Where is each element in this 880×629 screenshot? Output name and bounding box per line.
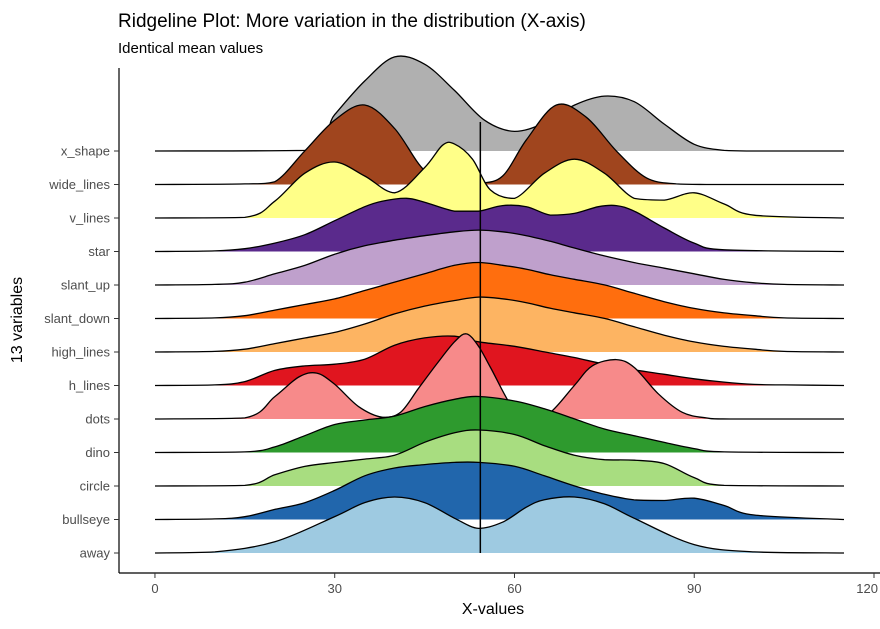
y-tick-label-away: away: [80, 546, 111, 561]
chart-title: Ridgeline Plot: More variation in the di…: [118, 11, 586, 32]
ridge-fill-slant_down: [155, 262, 844, 319]
chart-subtitle: Identical mean values: [118, 40, 263, 57]
ridge-line-circle: [154, 429, 845, 487]
y-tick-label-slant_down: slant_down: [44, 311, 110, 326]
ridge-line-bullseye: [154, 461, 845, 521]
y-tick-label-dino: dino: [85, 445, 110, 460]
ridge-fill-dots: [155, 333, 844, 419]
y-tick-label-star: star: [88, 244, 110, 259]
ridge-line-h_lines: [154, 335, 845, 387]
ridge-fill-bullseye: [155, 461, 844, 520]
y-tick-label-high_lines: high_lines: [51, 345, 110, 360]
ridge-line-wide_lines: [154, 103, 844, 186]
y-tick-label-v_lines: v_lines: [70, 211, 111, 226]
ridge-fill-h_lines: [155, 335, 844, 386]
y-tick-label-h_lines: h_lines: [69, 378, 111, 393]
x-axis: 0 30 60 90 120: [119, 572, 880, 596]
ridge-line-high_lines: [154, 296, 845, 353]
ridge-fill-star: [155, 198, 844, 252]
ridges-group: [154, 55, 845, 554]
y-tick-label-wide_lines: wide_lines: [48, 177, 110, 192]
ridge-fill-x_shape: [155, 56, 844, 151]
y-axis: away bullseye circle dino dots h_lines high_li…: [44, 68, 120, 573]
ridge-line-dots: [154, 333, 844, 420]
ridge-fill-dino: [155, 396, 844, 453]
x-tick-label-90: 90: [687, 581, 701, 596]
ridge-line-slant_up: [154, 229, 845, 286]
ridge-fill-circle: [155, 429, 844, 486]
y-tick-label-x_shape: x_shape: [61, 144, 110, 159]
ridge-line-slant_down: [154, 261, 845, 320]
x-tick-label-120: 120: [856, 581, 878, 596]
y-tick-label-slant_up: slant_up: [61, 278, 110, 293]
x-tick-label-60: 60: [507, 581, 521, 596]
x-tick-label-30: 30: [327, 581, 341, 596]
ridge-line-away: [154, 496, 845, 554]
x-axis-title: X-values: [462, 601, 524, 618]
ridge-line-v_lines: [154, 141, 845, 219]
x-tick-label-0: 0: [151, 581, 158, 596]
y-axis-title: 13 variables: [9, 277, 26, 363]
ridge-fill-high_lines: [155, 297, 844, 352]
ridge-line-dino: [154, 395, 845, 454]
ridge-fill-away: [155, 496, 844, 553]
y-tick-label-circle: circle: [80, 479, 110, 494]
y-tick-label-bullseye: bullseye: [62, 512, 110, 527]
ridge-line-x_shape: [154, 55, 844, 152]
ridge-fill-slant_up: [155, 230, 844, 285]
y-tick-label-dots: dots: [85, 412, 110, 427]
